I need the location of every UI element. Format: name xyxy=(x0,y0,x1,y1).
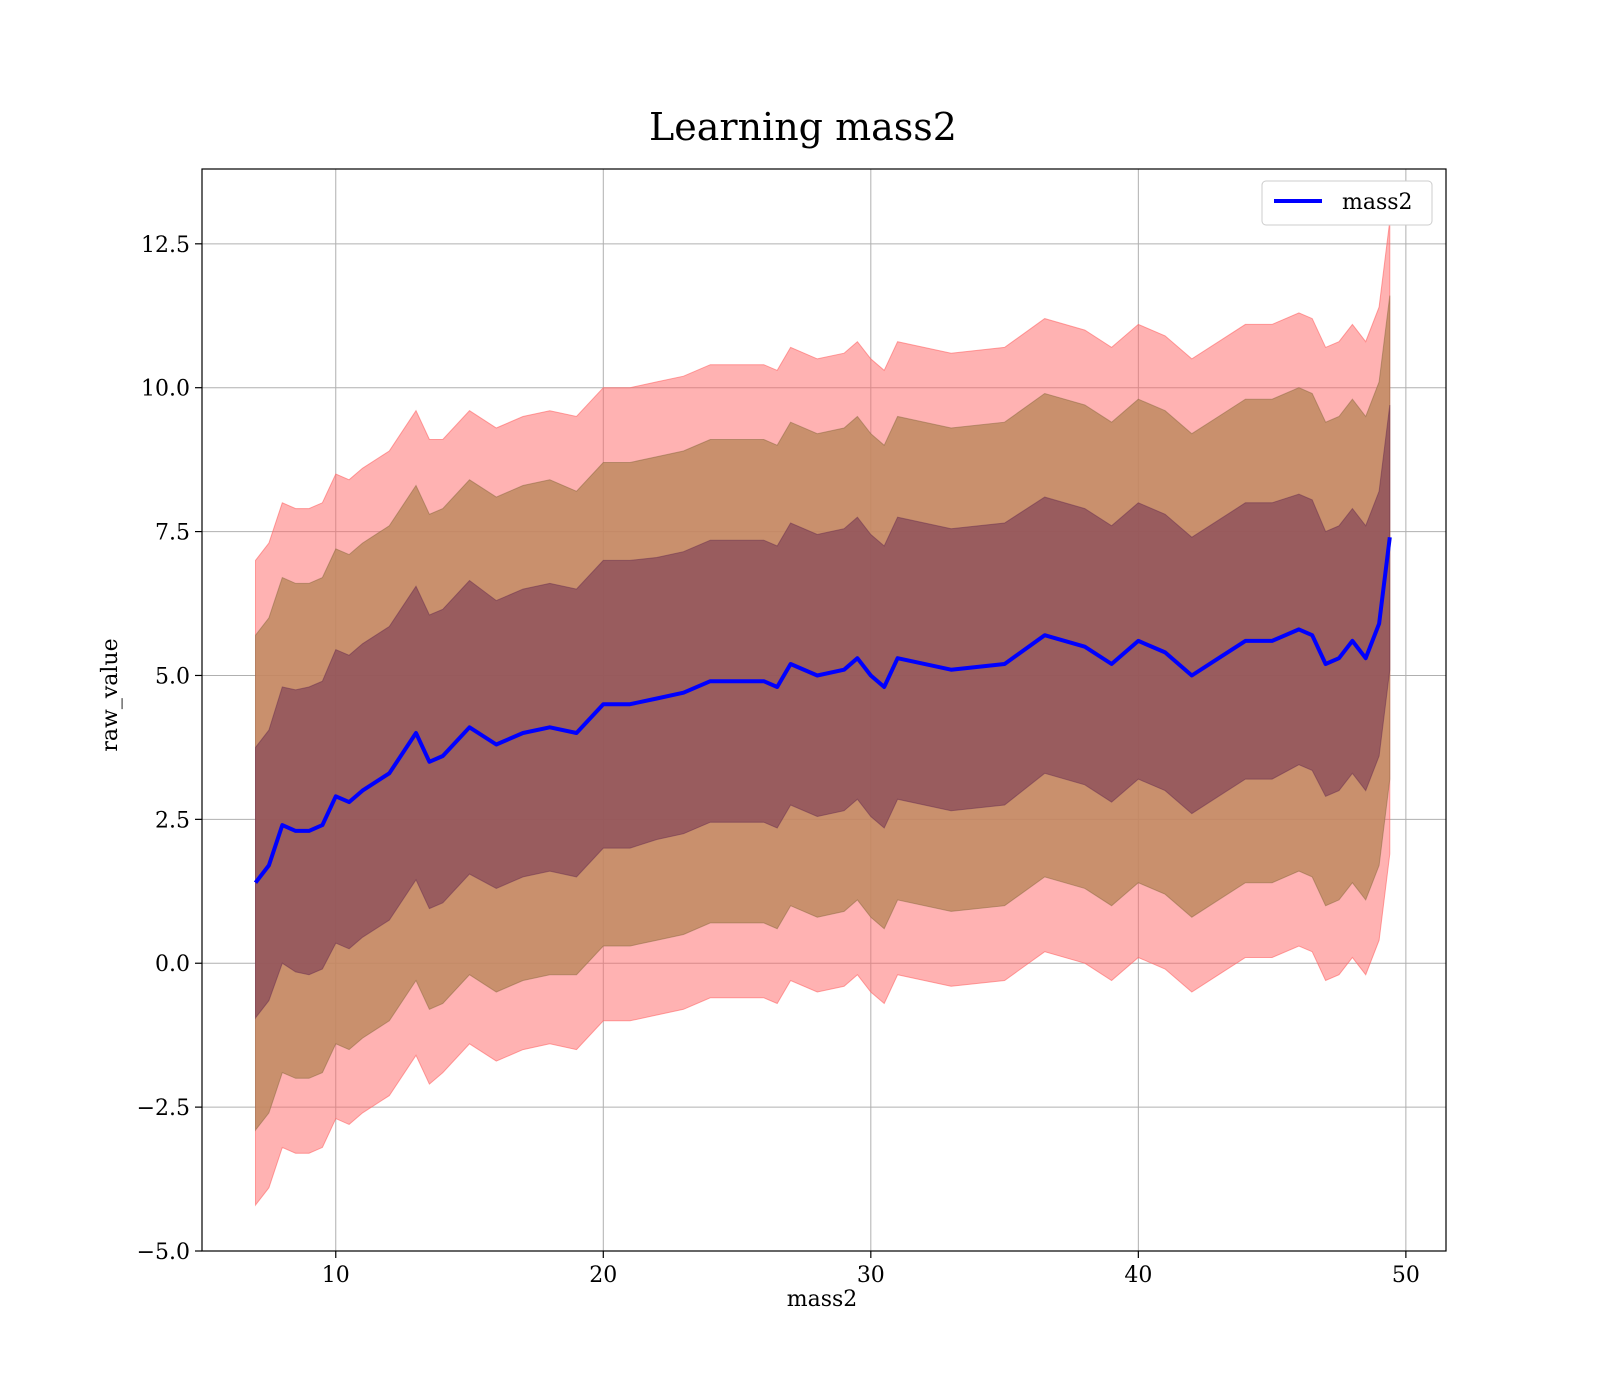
x-axis-label: mass2 xyxy=(787,1287,858,1312)
legend: mass2 xyxy=(1261,180,1433,226)
y-tick-label-7: 12.5 xyxy=(141,233,190,258)
x-tick-label-0: 10 xyxy=(322,1263,350,1288)
y-tick-label-3: 2.5 xyxy=(155,808,190,833)
y-axis-ticks: −5.0 −2.5 0.0 2.5 5.0 7.5 10.0 12.5 xyxy=(137,233,202,1265)
plot-frame xyxy=(201,168,1447,1252)
series-line-mass2 xyxy=(253,537,1392,884)
x-tick-label-3: 40 xyxy=(1124,1263,1152,1288)
series-lines xyxy=(253,537,1392,884)
y-axis-label: raw_value xyxy=(98,638,123,751)
y-tick-label-4: 5.0 xyxy=(155,664,190,689)
legend-box xyxy=(1261,180,1433,226)
y-tick-label-5: 7.5 xyxy=(155,521,190,546)
x-tick-label-4: 50 xyxy=(1392,1263,1420,1288)
y-tick-label-1: −2.5 xyxy=(137,1096,190,1121)
y-tick-label-2: 0.0 xyxy=(155,952,190,977)
x-tick-label-2: 30 xyxy=(857,1263,885,1288)
y-tick-label-0: −5.0 xyxy=(137,1240,190,1265)
y-tick-label-6: 10.0 xyxy=(141,377,190,402)
x-tick-label-1: 20 xyxy=(589,1263,617,1288)
uncertainty-bands xyxy=(255,220,1391,1207)
chart-title: Learning mass2 xyxy=(649,105,957,149)
legend-entry-mass2: mass2 xyxy=(1342,190,1413,215)
x-axis-ticks: 10 20 30 40 50 xyxy=(322,1251,1420,1288)
band-inner xyxy=(255,404,1391,1020)
